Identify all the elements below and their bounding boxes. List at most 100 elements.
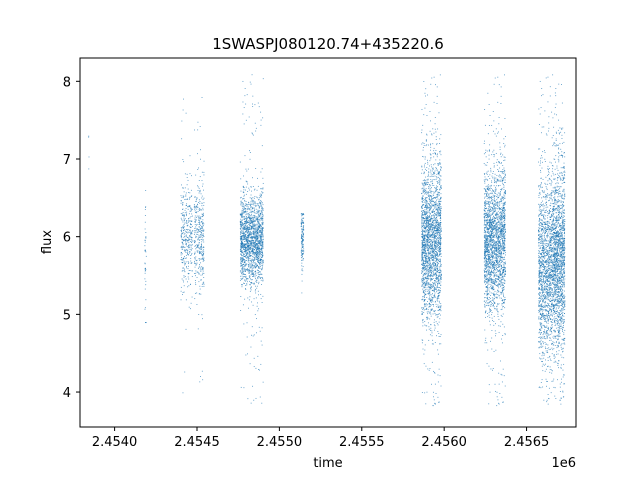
data-point [251, 198, 253, 200]
data-point [257, 220, 259, 222]
data-point [243, 259, 245, 261]
data-point [190, 257, 192, 259]
data-point [439, 375, 441, 377]
data-point [424, 217, 426, 219]
data-point [241, 225, 242, 227]
data-point [189, 173, 191, 175]
data-point [241, 230, 242, 232]
data-point [248, 116, 250, 118]
data-point [252, 304, 254, 306]
data-point [248, 229, 250, 231]
data-point [426, 303, 427, 305]
data-point [194, 221, 196, 223]
data-point [145, 237, 147, 239]
data-point [434, 152, 436, 154]
data-point [200, 267, 202, 269]
data-point [423, 274, 425, 276]
data-point [432, 200, 434, 202]
data-point [182, 232, 183, 234]
data-point [246, 181, 248, 183]
data-point [436, 254, 438, 256]
data-point [434, 220, 436, 222]
data-point [429, 197, 431, 199]
data-point [259, 213, 261, 215]
data-point [185, 238, 187, 240]
data-point [241, 271, 243, 273]
data-point [187, 276, 189, 278]
data-point [438, 343, 440, 345]
data-point [250, 262, 252, 264]
data-point [301, 250, 303, 252]
data-point [439, 171, 441, 173]
data-point [434, 258, 436, 260]
data-point [430, 187, 432, 188]
data-point [259, 225, 261, 227]
data-point [253, 211, 255, 213]
data-point [430, 315, 432, 317]
data-point [424, 168, 426, 170]
data-point [431, 267, 433, 269]
data-point [435, 202, 437, 204]
data-point [254, 196, 256, 197]
data-point [191, 243, 193, 245]
data-point [434, 257, 436, 259]
data-point [240, 231, 242, 233]
data-point [187, 262, 189, 264]
data-point [257, 261, 259, 262]
data-point [432, 220, 434, 222]
data-point [428, 298, 430, 300]
data-point [195, 226, 197, 228]
data-point [425, 192, 427, 194]
data-point [257, 177, 258, 179]
data-point [436, 177, 438, 179]
data-point [194, 230, 196, 232]
data-point [261, 168, 263, 170]
data-point [191, 248, 193, 250]
data-point [249, 212, 251, 213]
data-point [436, 144, 438, 146]
data-point [423, 260, 425, 262]
data-point [422, 309, 424, 310]
data-point [422, 267, 424, 269]
data-point [259, 220, 261, 222]
data-point [421, 258, 423, 260]
data-point [434, 227, 436, 229]
data-point [259, 264, 261, 266]
data-point [427, 309, 429, 311]
data-point [432, 249, 434, 251]
data-point [241, 250, 243, 252]
data-point [427, 322, 429, 324]
data-point [247, 212, 249, 214]
data-point [429, 225, 431, 227]
data-point [261, 211, 263, 213]
data-point [422, 230, 424, 232]
data-point [248, 265, 250, 267]
data-point [245, 201, 247, 202]
data-point [248, 248, 250, 250]
data-point [421, 252, 423, 254]
data-point [429, 306, 431, 308]
data-point [432, 244, 434, 246]
data-point [438, 212, 440, 214]
data-point [426, 207, 428, 209]
data-point [254, 266, 256, 268]
data-point [435, 209, 437, 211]
data-point [196, 215, 198, 217]
data-point [434, 230, 436, 231]
data-point [421, 314, 423, 315]
data-point [191, 175, 192, 177]
data-point [195, 264, 197, 266]
data-point [260, 202, 262, 204]
data-point [191, 270, 193, 272]
data-point [421, 206, 423, 208]
data-point [253, 225, 255, 226]
data-point [256, 196, 258, 198]
data-point [184, 271, 186, 273]
data-point [262, 212, 263, 214]
data-point [434, 187, 436, 189]
data-point [241, 215, 243, 217]
data-point [248, 261, 250, 263]
data-point [428, 339, 430, 341]
data-point [439, 186, 441, 188]
data-point [184, 262, 186, 264]
